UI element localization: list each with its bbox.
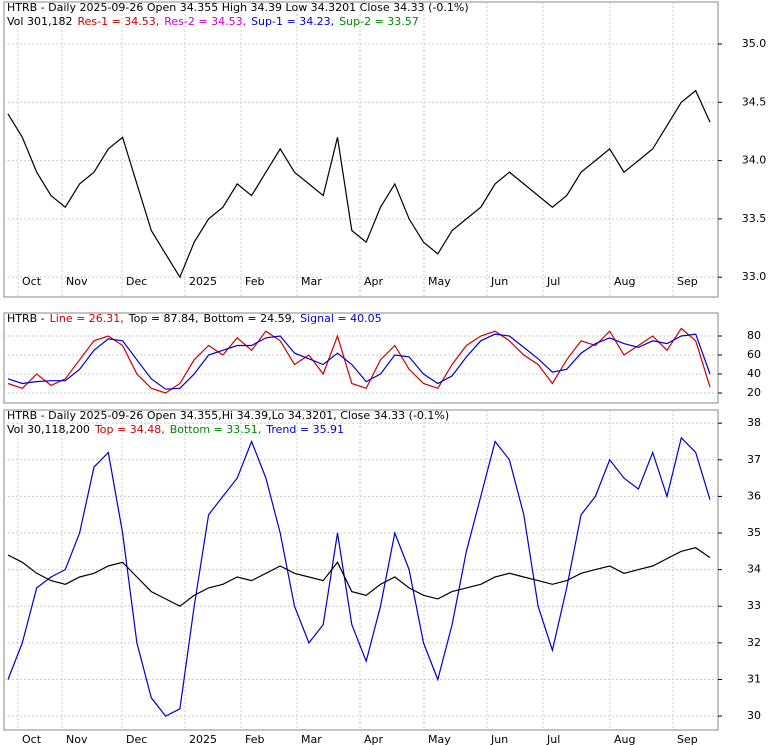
header-part: Vol 301,182	[7, 15, 72, 28]
y-tick-label: 80	[747, 329, 761, 342]
panel-header: HTRB - Daily 2025-09-26 Open 34.355,Hi 3…	[7, 409, 449, 422]
x-tick-label: Mar	[301, 733, 322, 745]
y-tick-label: 32	[747, 636, 761, 649]
x-tick-label: Apr	[364, 275, 384, 288]
x-tick-label: Feb	[245, 733, 264, 745]
panel-frame	[3, 312, 719, 404]
y-tick-label: 34.5	[742, 95, 767, 108]
x-tick-label: Aug	[614, 733, 635, 745]
header-part: Sup-2 = 33.57	[339, 15, 419, 28]
x-tick-label: Jul	[546, 733, 560, 745]
series-line	[7, 89, 711, 279]
panel-header: HTRB - Line = 26.31, Top = 87.84, Bottom = …	[7, 312, 382, 325]
x-tick-label: Oct	[22, 733, 42, 745]
header-part: HTRB -	[7, 312, 45, 325]
x-tick-label: 2025	[189, 275, 217, 288]
x-tick-label: Dec	[126, 733, 147, 745]
x-tick-label: Dec	[126, 275, 147, 288]
y-tick-label: 60	[747, 348, 761, 361]
panel-frame	[3, 1, 719, 298]
header-part: Res-1 = 34.53,	[77, 15, 159, 28]
y-tick-label: 35	[747, 526, 761, 539]
header-part: Line = 26.31,	[50, 312, 124, 325]
y-tick-label: 31	[747, 672, 761, 685]
x-tick-label: Nov	[66, 275, 88, 288]
x-tick-label: Aug	[614, 275, 635, 288]
series-line	[7, 333, 711, 390]
x-tick-label: Oct	[22, 275, 42, 288]
x-tick-label: May	[428, 733, 451, 745]
header-part: Signal = 40.05	[300, 312, 382, 325]
y-tick-label: 20	[747, 386, 761, 399]
y-tick-label: 30	[747, 709, 761, 722]
series-line	[7, 547, 711, 607]
x-tick-label: Jun	[490, 733, 508, 745]
y-tick-label: 37	[747, 453, 761, 466]
x-tick-label: Feb	[245, 275, 264, 288]
y-tick-label: 34	[747, 563, 761, 576]
panel-header: Vol 301,182 Res-1 = 34.53, Res-2 = 34.53, S…	[7, 15, 419, 28]
y-tick-label: 33.0	[742, 270, 767, 283]
header-part: Vol 30,118,200	[7, 423, 90, 436]
y-tick-label: 34.0	[742, 154, 767, 167]
x-tick-label: Jul	[546, 275, 560, 288]
header-part: Bottom = 24.59,	[204, 312, 296, 325]
y-tick-label: 40	[747, 367, 761, 380]
header-part: Sup-1 = 34.23,	[251, 15, 334, 28]
y-tick-label: 33	[747, 599, 761, 612]
header-part: Trend = 35.91	[265, 423, 344, 436]
x-tick-label: Apr	[364, 733, 384, 745]
x-tick-label: Mar	[301, 275, 322, 288]
y-tick-label: 36	[747, 489, 761, 502]
y-tick-label: 33.5	[742, 212, 767, 225]
header-part: HTRB - Daily 2025-09-26 Open 34.355,Hi 3…	[7, 409, 449, 422]
x-tick-label: Sep	[677, 275, 698, 288]
y-tick-label: 35.0	[742, 37, 767, 50]
x-tick-label: Sep	[677, 733, 698, 745]
x-tick-label: May	[428, 275, 451, 288]
header-part: Top = 87.84,	[128, 312, 199, 325]
x-tick-label: Nov	[66, 733, 88, 745]
header-part: Top = 34.48,	[94, 423, 165, 436]
x-tick-label: Jun	[490, 275, 508, 288]
header-part: HTRB - Daily 2025-09-26 Open 34.355 High…	[7, 1, 469, 14]
series-line	[7, 436, 711, 717]
x-tick-label: 2025	[189, 733, 217, 745]
header-part: Bottom = 33.51,	[170, 423, 262, 436]
header-part: Res-2 = 34.53,	[164, 15, 246, 28]
y-tick-label: 38	[747, 416, 761, 429]
panel-header: HTRB - Daily 2025-09-26 Open 34.355 High…	[7, 1, 469, 14]
panel-header: Vol 30,118,200 Top = 34.48, Bottom = 33.51…	[7, 423, 344, 436]
